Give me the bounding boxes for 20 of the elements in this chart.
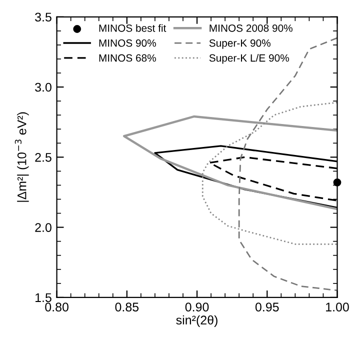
x-tick-label: 0.90 [185, 302, 209, 312]
x-axis-title: sin²(2θ) [176, 315, 218, 327]
legend-label: MINOS 2008 90% [210, 24, 292, 32]
legend-label: Super-K L/E 90% [209, 54, 290, 64]
y-tick-label: 1.5 [36, 293, 52, 302]
x-tick-label: 0.85 [115, 302, 139, 312]
line-series [202, 102, 338, 245]
legend-label: MINOS 68% [99, 54, 156, 62]
x-tick-label: 0.95 [255, 302, 279, 312]
x-tick-label: 1.00 [326, 302, 349, 312]
y-tick-label: 3.5 [35, 12, 52, 22]
legend-label: Super-K 90% [209, 39, 270, 49]
y-tick-label: 2.5 [35, 152, 52, 162]
line-series [123, 115, 338, 210]
legend-label: MINOS best fit [99, 24, 166, 32]
y-axis-title: |Δm²| (10$^{−3}$ eV²) [14, 112, 29, 202]
x-tick-label: 0.80 [45, 302, 68, 312]
legend-label: MINOS 90% [99, 39, 156, 47]
y-tick-label: 2.0 [35, 223, 52, 232]
y-tick-label: 3.0 [35, 82, 52, 92]
